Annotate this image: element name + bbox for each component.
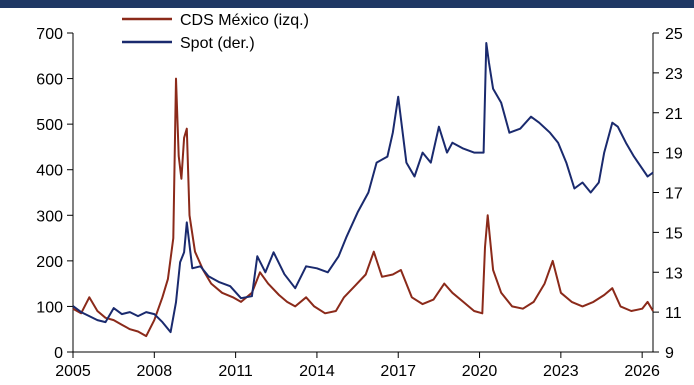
right-y-tick-label: 13 [665, 265, 683, 282]
right-y-tick-label: 19 [665, 146, 683, 163]
left-y-tick-label: 400 [36, 163, 63, 180]
x-tick-label: 2026 [624, 363, 660, 380]
x-axis-ticks: 2005 2008 2011 2014 2017 2020 2023 2026 [55, 352, 660, 380]
series-line-cds [72, 77, 654, 338]
left-y-tick-label: 600 [36, 72, 63, 89]
left-y-tick-label: 500 [36, 117, 63, 134]
x-tick-label: 2023 [543, 363, 579, 380]
right-y-tick-label: 17 [665, 186, 683, 203]
right-y-tick-label: 9 [665, 345, 674, 362]
legend-label-cds: CDS México (izq.) [180, 12, 309, 29]
x-tick-label: 2005 [55, 363, 91, 380]
left-y-tick-label: 100 [36, 299, 63, 316]
plot-area: 2005 2008 2011 2014 2017 2020 2023 2026 0 100 200… [36, 12, 683, 380]
right-y-tick-label: 15 [665, 225, 683, 242]
series-lines [72, 42, 654, 338]
right-y-tick-label: 11 [665, 305, 682, 322]
x-tick-label: 2008 [137, 363, 173, 380]
left-y-tick-label: 200 [36, 254, 63, 271]
x-tick-label: 2017 [380, 363, 416, 380]
right-y-axis-ticks: 9 11 13 15 17 19 21 23 25 [653, 26, 683, 362]
right-y-tick-label: 21 [665, 106, 683, 123]
legend-label-spot: Spot (der.) [180, 35, 255, 52]
left-y-axis-ticks: 0 100 200 300 400 500 600 700 [36, 26, 73, 362]
x-tick-label: 2011 [218, 363, 253, 380]
left-y-tick-label: 300 [36, 208, 63, 225]
right-y-tick-label: 23 [665, 66, 683, 83]
x-tick-label: 2014 [299, 363, 335, 380]
legend: CDS México (izq.) Spot (der.) [122, 12, 309, 52]
left-y-tick-label: 700 [36, 26, 63, 43]
x-tick-label: 2020 [462, 363, 498, 380]
series-line-spot [72, 42, 654, 334]
right-y-tick-label: 25 [665, 26, 683, 43]
left-y-tick-label: 0 [54, 345, 63, 362]
top-banner-strip [0, 0, 694, 8]
